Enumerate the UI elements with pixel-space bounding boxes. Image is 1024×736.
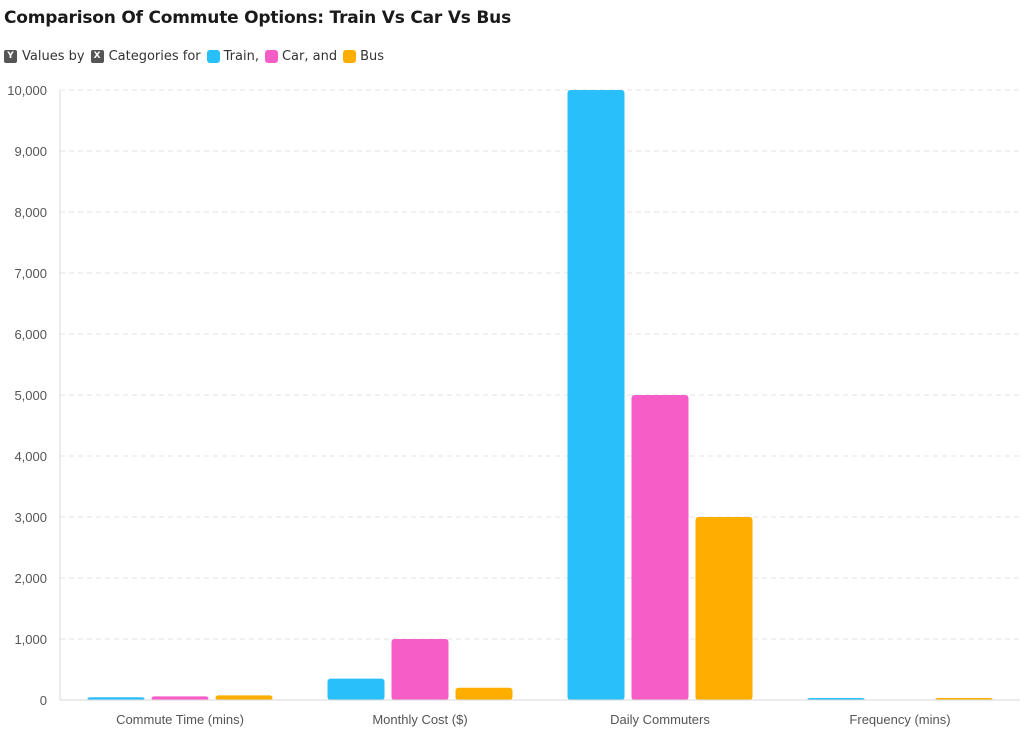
legend-swatch-car xyxy=(264,49,278,63)
y-tick-label: 0 xyxy=(40,693,47,708)
axes: 0 1,000 2,000 3,000 4,000 5,000 6,000 7,000 8,00… xyxy=(7,83,1020,727)
legend: Y Values by X Categories for Train, Car,… xyxy=(4,47,390,65)
y-tick-label: 9,000 xyxy=(14,144,47,159)
legend-x-text: Categories for xyxy=(108,48,201,64)
bar-car xyxy=(391,639,449,700)
legend-label-bus: Bus xyxy=(360,48,385,64)
bar-bus xyxy=(455,687,513,700)
y-tick-label: 8,000 xyxy=(14,205,47,220)
legend-swatch-bus xyxy=(343,49,357,63)
x-category-label: Commute Time (mins) xyxy=(116,712,244,727)
y-tick-label: 3,000 xyxy=(14,510,47,525)
bar-train xyxy=(327,678,385,700)
bars xyxy=(87,90,993,700)
y-tick-label: 7,000 xyxy=(14,266,47,281)
legend-label-car: Car, and xyxy=(281,48,338,64)
bar-train xyxy=(87,697,145,700)
bar-car xyxy=(631,395,689,700)
y-tick-label: 10,000 xyxy=(7,83,47,98)
chart-title: Comparison Of Commute Options: Train Vs … xyxy=(4,8,512,28)
x-category-label: Monthly Cost ($) xyxy=(372,712,467,727)
y-tick-label: 6,000 xyxy=(14,327,47,342)
y-tick-label: 5,000 xyxy=(14,388,47,403)
legend-label-train: Train, xyxy=(223,48,259,64)
y-tick-label: 1,000 xyxy=(14,632,47,647)
bar-train xyxy=(567,90,625,700)
x-category-label: Daily Commuters xyxy=(610,712,710,727)
bar-car xyxy=(151,696,209,700)
grid-lines xyxy=(60,89,1020,640)
x-axis-key-icon: X xyxy=(90,49,104,63)
bar-bus xyxy=(215,695,273,700)
y-axis-key-icon: Y xyxy=(4,49,17,63)
legend-swatch-train xyxy=(206,49,220,63)
y-tick-label: 2,000 xyxy=(14,571,47,586)
x-category-label: Frequency (mins) xyxy=(849,712,950,727)
legend-y-text: Values by xyxy=(22,48,85,64)
bar-bus xyxy=(695,517,753,700)
y-tick-label: 4,000 xyxy=(14,449,47,464)
